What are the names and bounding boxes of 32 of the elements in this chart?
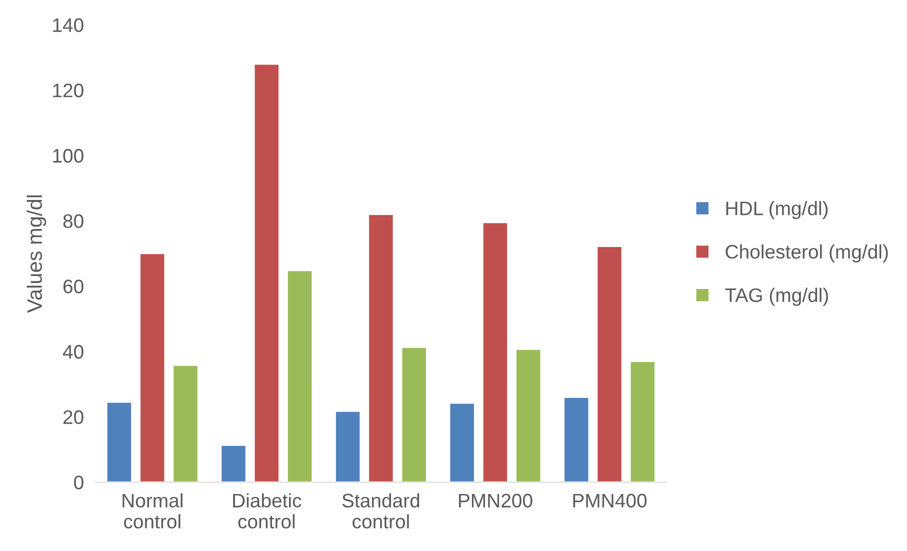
bar (253, 63, 280, 482)
bar (286, 270, 314, 482)
bar (629, 360, 656, 482)
legend-label: Cholesterol (mg/dl) (726, 244, 888, 263)
bar (106, 401, 132, 482)
bar (482, 222, 508, 482)
y-tick-label: 100 (53, 148, 84, 163)
legend-label: HDL (mg/dl) (726, 200, 828, 220)
y-tick-label: 120 (53, 84, 84, 98)
y-tick-label: 40 (62, 344, 84, 359)
bar (563, 396, 590, 482)
bar (448, 402, 476, 482)
x-tick-label: Diabetic control (233, 493, 302, 528)
x-tick-label: PMN400 (573, 494, 647, 508)
y-tick-label: 140 (53, 18, 84, 32)
y-tick-label: 80 (63, 214, 84, 228)
bar (368, 214, 394, 482)
bar (334, 410, 362, 482)
y-axis-title: Values mg/dl (26, 195, 46, 313)
legend-label: TAG (mg/dl) (725, 288, 828, 306)
bar (400, 346, 428, 482)
x-tick-label: Normal control (122, 493, 182, 528)
bar (139, 252, 166, 482)
y-tick-label: 20 (63, 410, 84, 424)
y-tick-label: 0 (74, 476, 84, 490)
bar (596, 246, 623, 482)
bar (220, 444, 247, 482)
x-tick-label: Standard control (342, 493, 420, 528)
x-tick-label: PMN200 (458, 494, 532, 508)
y-tick-label: 60 (63, 280, 84, 294)
bar (172, 364, 199, 482)
bar (515, 348, 542, 482)
